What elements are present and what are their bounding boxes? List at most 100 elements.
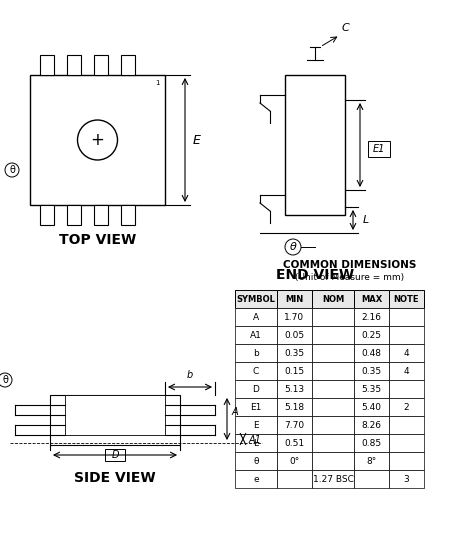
Text: 2: 2 [404,403,410,411]
Text: b: b [253,348,259,358]
Text: 1: 1 [155,80,160,86]
Bar [40,205,54,225]
Text: E: E [193,134,201,147]
Bar [312,308,354,326]
Bar [354,416,389,434]
Text: 0.05: 0.05 [284,330,305,340]
Bar [235,344,277,362]
Text: COMMON DIMENSIONS: COMMON DIMENSIONS [283,260,417,270]
Text: E: E [253,421,259,429]
Text: 4: 4 [404,366,410,376]
Bar [389,470,424,488]
Text: 0.35: 0.35 [284,348,305,358]
Text: D: D [253,385,259,393]
Text: C: C [253,366,259,376]
Bar [354,290,389,308]
Bar [312,362,354,380]
Bar [389,308,424,326]
Bar [67,205,81,225]
Bar [277,308,312,326]
Bar [277,416,312,434]
Bar [235,416,277,434]
Bar [389,326,424,344]
Bar [277,398,312,416]
Bar [235,308,277,326]
Text: 1.27 BSC: 1.27 BSC [312,475,354,483]
Bar [354,380,389,398]
Bar [354,362,389,380]
Text: 0°: 0° [289,457,300,465]
Text: E1: E1 [373,144,385,154]
Text: 3: 3 [404,475,410,483]
Bar [354,308,389,326]
Bar [277,326,312,344]
Text: 8°: 8° [366,457,377,465]
Text: (Unit of Measure = mm): (Unit of Measure = mm) [295,272,405,282]
Bar [30,75,165,205]
Bar [312,290,354,308]
Text: 2.16: 2.16 [362,312,382,322]
Bar [65,395,165,435]
Bar [277,452,312,470]
Bar [94,205,108,225]
Bar [389,290,424,308]
Bar [94,55,108,75]
Bar [354,434,389,452]
Bar [312,470,354,488]
Text: A: A [253,312,259,322]
Text: 1.70: 1.70 [284,312,305,322]
Bar [389,452,424,470]
Text: 5.13: 5.13 [284,385,305,393]
Text: θ: θ [290,242,296,252]
Bar [105,449,125,461]
Bar [354,344,389,362]
Text: SIDE VIEW: SIDE VIEW [74,471,156,485]
Bar [40,55,54,75]
Bar [389,416,424,434]
Text: +: + [91,131,104,149]
Text: 0.35: 0.35 [362,366,382,376]
Text: E1: E1 [250,403,262,411]
Bar [235,380,277,398]
Text: 8.26: 8.26 [362,421,382,429]
Bar [354,470,389,488]
Bar [389,344,424,362]
Bar [312,434,354,452]
Text: 0.48: 0.48 [362,348,382,358]
Bar [277,290,312,308]
Text: A1: A1 [249,435,262,445]
Bar [368,141,390,157]
Text: NOTE: NOTE [394,294,419,304]
Bar [121,55,135,75]
Text: MAX: MAX [361,294,382,304]
Bar [50,395,180,445]
Text: b: b [187,370,193,380]
Text: L: L [254,439,258,447]
Bar [389,434,424,452]
Text: e: e [253,475,259,483]
Bar [312,380,354,398]
Text: L: L [363,215,369,225]
Bar [235,470,277,488]
Text: 0.25: 0.25 [362,330,382,340]
Text: A: A [232,407,238,417]
Text: D: D [111,450,119,460]
Text: θ: θ [2,375,8,385]
Bar [354,398,389,416]
Text: C: C [342,23,350,33]
Bar [277,380,312,398]
Bar [235,434,277,452]
Text: MIN: MIN [285,294,304,304]
Text: A1: A1 [250,330,262,340]
Bar [235,452,277,470]
Text: TOP VIEW: TOP VIEW [59,233,136,247]
Text: 5.40: 5.40 [362,403,382,411]
Bar [312,398,354,416]
Text: 5.35: 5.35 [362,385,382,393]
Text: 4: 4 [404,348,410,358]
Bar [67,55,81,75]
Text: 0.15: 0.15 [284,366,305,376]
Bar [312,344,354,362]
Bar [312,326,354,344]
Text: 0.85: 0.85 [362,439,382,447]
